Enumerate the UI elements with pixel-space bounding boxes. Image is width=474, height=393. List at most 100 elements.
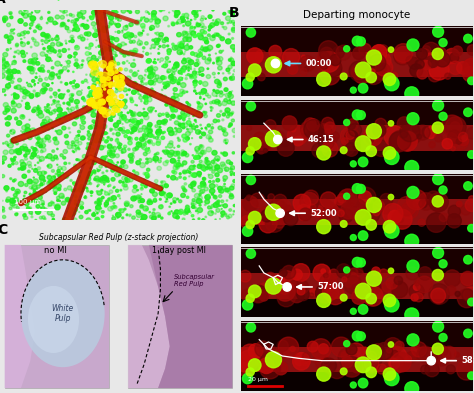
Circle shape <box>194 207 197 209</box>
Circle shape <box>38 110 42 114</box>
Circle shape <box>11 94 12 95</box>
Circle shape <box>114 57 115 58</box>
Circle shape <box>117 75 120 77</box>
Circle shape <box>277 288 295 307</box>
Circle shape <box>65 26 69 30</box>
Circle shape <box>81 37 85 41</box>
Circle shape <box>268 194 274 200</box>
Circle shape <box>187 104 191 107</box>
Circle shape <box>128 148 130 151</box>
Circle shape <box>405 356 411 362</box>
Circle shape <box>153 61 155 63</box>
Circle shape <box>9 32 12 35</box>
Circle shape <box>33 177 34 178</box>
Circle shape <box>383 368 396 380</box>
Circle shape <box>113 187 114 189</box>
Circle shape <box>7 145 9 146</box>
Circle shape <box>198 153 203 157</box>
Circle shape <box>108 110 109 112</box>
Circle shape <box>121 152 123 153</box>
Circle shape <box>301 55 306 59</box>
Circle shape <box>44 180 46 182</box>
Circle shape <box>137 189 138 191</box>
Circle shape <box>30 46 32 48</box>
Circle shape <box>55 15 60 19</box>
Circle shape <box>118 79 121 82</box>
Circle shape <box>42 216 45 219</box>
Circle shape <box>61 22 66 27</box>
Circle shape <box>345 268 365 289</box>
Circle shape <box>63 12 65 14</box>
Circle shape <box>103 120 105 121</box>
Circle shape <box>32 168 33 169</box>
Circle shape <box>372 343 384 356</box>
Circle shape <box>68 200 69 201</box>
Circle shape <box>119 94 124 98</box>
Circle shape <box>67 61 71 64</box>
Circle shape <box>109 86 111 88</box>
Circle shape <box>153 185 157 189</box>
Circle shape <box>118 85 124 90</box>
Circle shape <box>174 62 179 66</box>
Circle shape <box>77 12 79 13</box>
Circle shape <box>81 185 82 186</box>
Circle shape <box>112 51 116 55</box>
Circle shape <box>154 38 159 43</box>
Circle shape <box>103 102 106 105</box>
Circle shape <box>93 215 95 216</box>
Circle shape <box>63 102 65 104</box>
Circle shape <box>301 121 318 139</box>
Circle shape <box>195 121 197 123</box>
Circle shape <box>129 23 133 26</box>
Circle shape <box>225 167 229 171</box>
Circle shape <box>350 161 356 167</box>
Circle shape <box>82 154 87 158</box>
Circle shape <box>429 60 449 80</box>
Circle shape <box>8 69 12 73</box>
Circle shape <box>100 137 104 141</box>
Circle shape <box>218 44 220 47</box>
Circle shape <box>116 138 118 140</box>
Circle shape <box>217 84 221 88</box>
Circle shape <box>133 185 137 188</box>
Circle shape <box>222 26 224 28</box>
Circle shape <box>132 189 137 193</box>
Circle shape <box>399 218 403 222</box>
Circle shape <box>304 119 323 139</box>
Circle shape <box>229 113 232 116</box>
Circle shape <box>228 9 232 13</box>
Circle shape <box>228 59 231 61</box>
Circle shape <box>89 143 91 145</box>
Circle shape <box>271 345 275 351</box>
Circle shape <box>156 152 159 154</box>
Circle shape <box>118 103 122 106</box>
Circle shape <box>26 150 28 152</box>
Circle shape <box>139 159 141 161</box>
Circle shape <box>119 116 124 120</box>
Circle shape <box>56 196 60 199</box>
Circle shape <box>345 143 358 156</box>
Circle shape <box>78 134 80 136</box>
Circle shape <box>212 92 217 96</box>
Circle shape <box>171 109 174 112</box>
Circle shape <box>189 165 194 170</box>
Circle shape <box>144 96 145 97</box>
Circle shape <box>425 127 437 138</box>
Circle shape <box>173 212 174 214</box>
Circle shape <box>79 176 81 178</box>
Circle shape <box>428 69 441 82</box>
Circle shape <box>145 69 148 72</box>
Circle shape <box>119 143 122 146</box>
Circle shape <box>161 181 163 183</box>
Circle shape <box>199 160 202 163</box>
Circle shape <box>54 109 57 112</box>
Circle shape <box>135 146 139 150</box>
Circle shape <box>366 50 382 65</box>
Circle shape <box>36 58 38 59</box>
Circle shape <box>113 76 118 81</box>
Circle shape <box>228 214 232 218</box>
Circle shape <box>98 92 100 94</box>
Circle shape <box>62 196 64 198</box>
Circle shape <box>49 75 54 80</box>
Circle shape <box>36 107 41 111</box>
